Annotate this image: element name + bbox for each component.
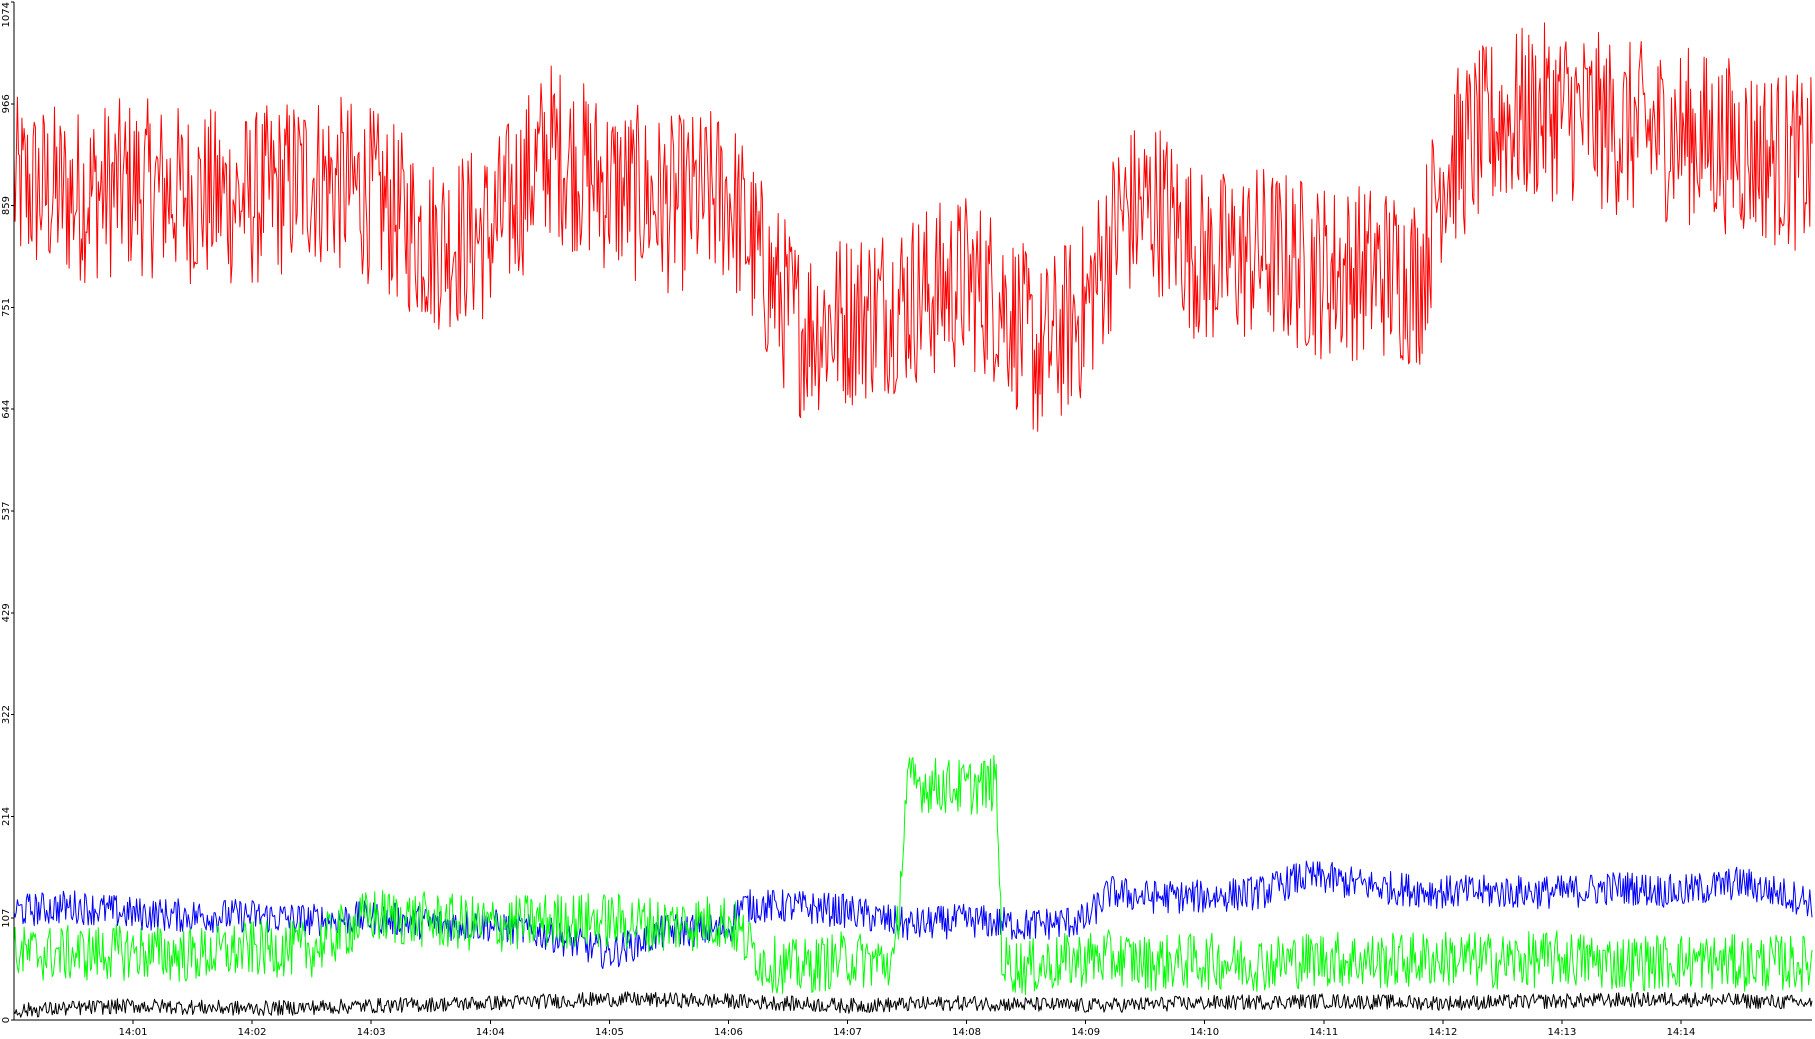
y-tick-label: 859 xyxy=(1,196,12,215)
series-line-1 xyxy=(13,22,1813,432)
series-line-2 xyxy=(13,860,1813,969)
y-tick-label: 107 xyxy=(1,909,12,928)
x-tick-label: 14:07 xyxy=(833,1027,862,1038)
y-tick-label: 1074 xyxy=(1,2,12,27)
y-tick-label: 751 xyxy=(1,298,12,317)
x-tick-label: 14:10 xyxy=(1190,1027,1219,1038)
y-tick-label: 644 xyxy=(1,400,12,419)
x-tick-label: 14:09 xyxy=(1071,1027,1100,1038)
x-tick-label: 14:06 xyxy=(714,1027,743,1038)
y-tick-label: 537 xyxy=(1,501,12,520)
y-tick-label: 214 xyxy=(1,807,12,826)
x-tick-label: 14:04 xyxy=(476,1027,505,1038)
y-tick-label: 0 xyxy=(1,1017,12,1023)
series-line-4 xyxy=(13,991,1813,1018)
x-tick-label: 14:12 xyxy=(1428,1027,1457,1038)
x-tick-label: 14:08 xyxy=(952,1027,981,1038)
x-tick-label: 14:01 xyxy=(119,1027,148,1038)
x-tick-label: 14:13 xyxy=(1547,1027,1576,1038)
series-layer xyxy=(13,22,1813,1018)
x-tick-label: 14:05 xyxy=(595,1027,624,1038)
y-tick-label: 429 xyxy=(1,603,12,622)
x-tick-label: 14:11 xyxy=(1309,1027,1338,1038)
x-tick-label: 14:02 xyxy=(238,1027,267,1038)
y-tick-label: 966 xyxy=(1,94,12,113)
series-line-3 xyxy=(13,754,1813,996)
x-tick-label: 14:03 xyxy=(357,1027,386,1038)
x-tick-label: 14:14 xyxy=(1667,1027,1696,1038)
y-tick-label: 322 xyxy=(1,705,12,724)
